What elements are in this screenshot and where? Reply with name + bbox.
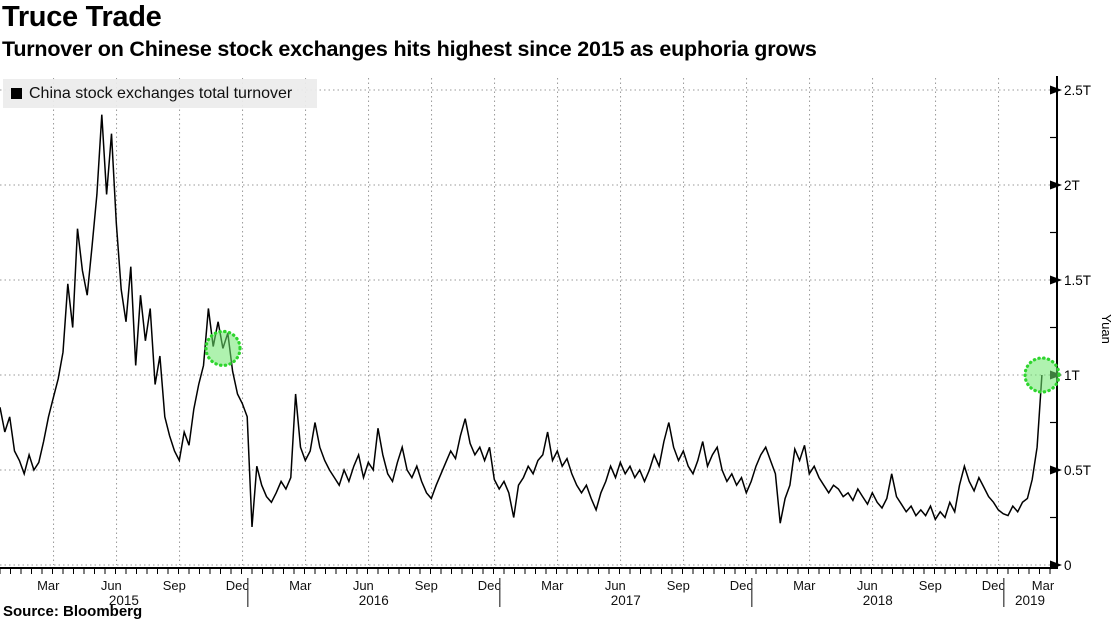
- highlight-circle: [204, 329, 242, 367]
- y-tick-label: 1T: [1064, 368, 1080, 383]
- highlight-circle: [1023, 356, 1061, 394]
- x-month-label: Mar: [1032, 578, 1055, 593]
- y-tick-label: 1.5T: [1064, 273, 1091, 288]
- x-month-label: Sep: [667, 578, 690, 593]
- y-tick-label: 2T: [1064, 178, 1080, 193]
- x-year-label: 2018: [863, 593, 893, 608]
- x-month-label: Jun: [857, 578, 878, 593]
- x-month-label: Mar: [289, 578, 312, 593]
- x-month-label: Jun: [605, 578, 626, 593]
- page-title: Truce Trade: [2, 1, 162, 33]
- x-month-label: Jun: [353, 578, 374, 593]
- x-year-label: 2017: [611, 593, 641, 608]
- x-month-label: Sep: [919, 578, 942, 593]
- legend-label: China stock exchanges total turnover: [29, 84, 293, 102]
- y-tick-arrow-icon: [1050, 560, 1062, 570]
- x-year-label: 2016: [359, 593, 389, 608]
- legend: China stock exchanges total turnover: [3, 79, 317, 108]
- legend-square-marker-icon: [11, 88, 22, 99]
- y-tick-arrow-icon: [1050, 275, 1062, 285]
- y-tick-label: 2.5T: [1064, 83, 1091, 98]
- x-month-label: Sep: [415, 578, 438, 593]
- x-month-label: Dec: [982, 578, 1006, 593]
- x-month-label: Mar: [541, 578, 564, 593]
- x-month-label: Jun: [101, 578, 122, 593]
- x-month-label: Dec: [730, 578, 754, 593]
- x-month-label: Mar: [793, 578, 816, 593]
- y-tick-arrow-icon: [1050, 465, 1062, 475]
- x-year-label: 2015: [109, 593, 139, 608]
- x-month-label: Dec: [226, 578, 250, 593]
- y-tick-label: 0.5T: [1064, 463, 1091, 478]
- y-axis-title: Yuan: [1099, 314, 1114, 344]
- source-note: Source: Bloomberg: [3, 603, 143, 620]
- x-month-label: Mar: [37, 578, 60, 593]
- page-subtitle: Turnover on Chinese stock exchanges hits…: [2, 37, 817, 61]
- y-tick-arrow-icon: [1050, 85, 1062, 95]
- x-month-label: Sep: [163, 578, 186, 593]
- turnover-line: [0, 114, 1043, 528]
- x-month-label: Dec: [478, 578, 502, 593]
- y-tick-label: 0: [1064, 558, 1072, 573]
- x-year-label: 2019: [1015, 593, 1045, 608]
- y-tick-arrow-icon: [1050, 180, 1062, 190]
